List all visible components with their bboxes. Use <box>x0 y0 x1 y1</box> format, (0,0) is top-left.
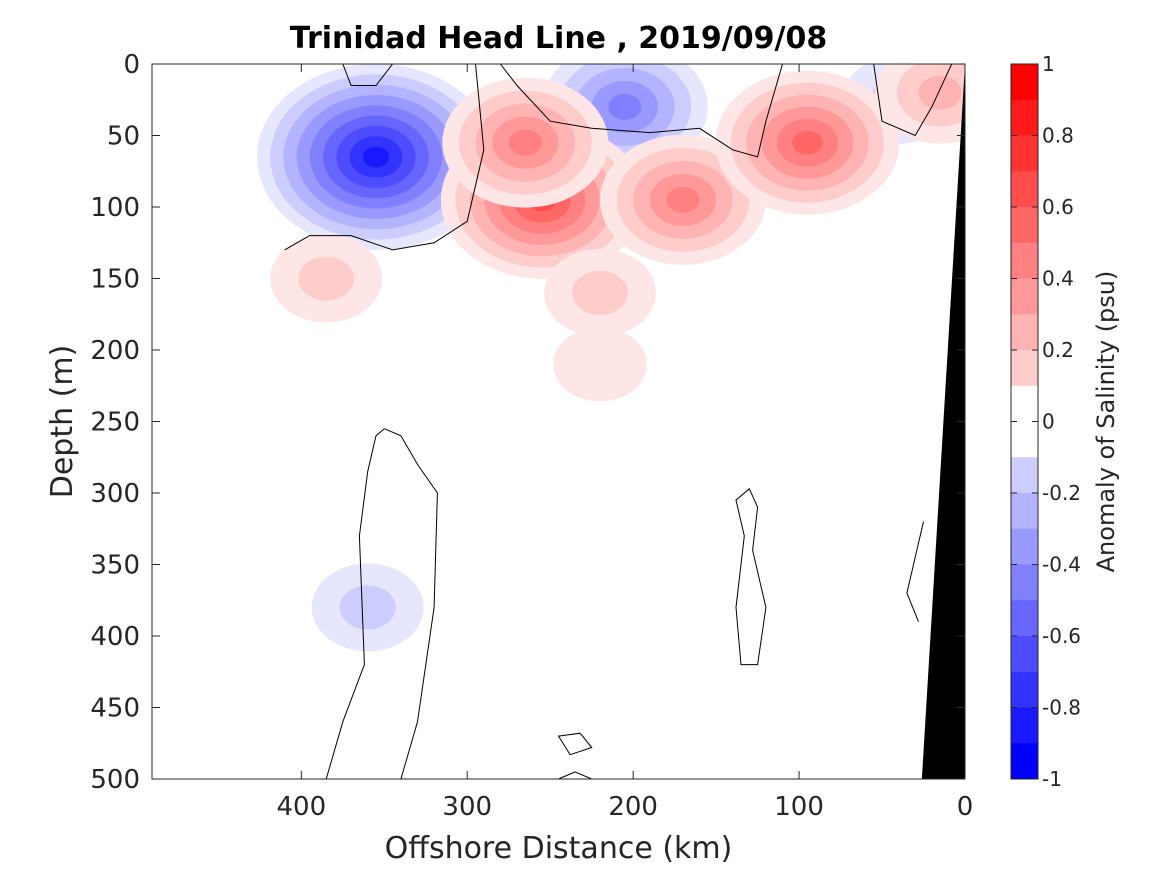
colorbar-band <box>1011 671 1038 708</box>
colorbar-band <box>1011 350 1038 387</box>
colorbar-band <box>1011 278 1038 315</box>
contour-band <box>298 256 355 301</box>
y-tick-label: 150 <box>90 265 140 295</box>
y-tick-label: 450 <box>90 694 140 724</box>
anomaly-feature <box>543 248 656 337</box>
x-tick-label: 400 <box>277 792 327 822</box>
colorbar-tick-label: 0.6 <box>1042 195 1074 219</box>
colorbar-tick-label: -0.2 <box>1042 481 1081 505</box>
colorbar-band <box>1011 421 1038 458</box>
zero-contour-layer <box>284 64 953 779</box>
colorbar-band <box>1011 314 1038 351</box>
colorbar: 1 0.8 0.6 0.4 0.2 0 -0.2 -0.4 -0.6 -0.8 -1 <box>1010 52 1081 791</box>
y-tick-label: 100 <box>90 193 140 223</box>
x-tick-label: 100 <box>774 792 824 822</box>
contour-band <box>918 75 962 110</box>
y-tick-label: 500 <box>90 765 140 795</box>
y-tick-label: 250 <box>90 408 140 438</box>
colorbar-tick-label: 0 <box>1042 410 1055 434</box>
colorbar-tick-label: 0.8 <box>1042 124 1074 148</box>
contour-band <box>608 93 642 120</box>
colorbar-tick-label: -1 <box>1042 767 1062 791</box>
y-tick-label: 200 <box>90 336 140 366</box>
colorbar-tick-label: 0.2 <box>1042 338 1074 362</box>
colorbar-band <box>1011 743 1038 780</box>
anomaly-feature <box>270 234 383 323</box>
anomaly-feature <box>552 327 647 402</box>
anomaly-feature <box>875 64 965 144</box>
zero-contour-line <box>325 428 385 779</box>
colorbar-band <box>1011 528 1038 565</box>
colorbar-band <box>1011 171 1038 208</box>
colorbar-band <box>1011 242 1038 279</box>
x-tick-label: 0 <box>957 792 974 822</box>
y-axis: 0 50 100 150 200 250 300 350 400 450 500 <box>90 50 965 795</box>
zero-contour-line <box>735 487 767 666</box>
continental-shelf-mask <box>921 64 965 779</box>
y-tick-label: 0 <box>123 50 140 80</box>
colorbar-band <box>1011 636 1038 673</box>
colorbar-band <box>1011 564 1038 601</box>
contour-band <box>508 129 542 156</box>
y-tick-label: 300 <box>90 479 140 509</box>
colorbar-band <box>1011 457 1038 494</box>
zero-contour-line <box>906 521 924 622</box>
y-tick-label: 50 <box>107 122 140 152</box>
anomaly-field-layer <box>257 64 965 652</box>
y-axis-label: Depth (m) <box>45 345 80 499</box>
x-axis-label: Offshore Distance (km) <box>385 831 733 866</box>
anomaly-feature <box>311 563 424 652</box>
chart-title: Trinidad Head Line , 2019/09/08 <box>290 21 827 56</box>
colorbar-band <box>1011 64 1038 101</box>
colorbar-band <box>1011 600 1038 637</box>
y-tick-label: 400 <box>90 622 140 652</box>
y-tick-label: 350 <box>90 551 140 581</box>
colorbar-label: Anomaly of Salinity (psu) <box>1092 271 1120 573</box>
anomaly-feature <box>715 70 900 215</box>
contour-band <box>552 327 647 402</box>
contour-band <box>339 585 396 630</box>
colorbar-band <box>1011 135 1038 172</box>
colorbar-tick-label: 1 <box>1042 52 1055 76</box>
x-tick-label: 200 <box>608 792 658 822</box>
contour-band <box>571 270 628 315</box>
x-axis: 400 300 200 100 0 <box>277 64 974 822</box>
colorbar-band <box>1011 493 1038 530</box>
contour-band <box>792 130 823 155</box>
zero-contour-line <box>284 64 485 251</box>
colorbar-band <box>1011 707 1038 744</box>
zero-contour-line <box>342 64 393 86</box>
colorbar-tick-label: -0.8 <box>1042 696 1081 720</box>
zero-contour-line <box>384 428 438 779</box>
zero-contour-line <box>873 64 953 137</box>
colorbar-band <box>1011 385 1038 422</box>
zero-contour-line <box>500 64 783 158</box>
anomaly-feature <box>257 64 495 250</box>
zero-contour-line <box>558 771 592 779</box>
zero-contour-line <box>557 732 593 756</box>
colorbar-tick-label: -0.4 <box>1042 553 1081 577</box>
x-tick-label: 300 <box>442 792 492 822</box>
contour-band <box>362 146 390 168</box>
anomaly-feature <box>442 77 609 208</box>
colorbar-band <box>1011 99 1038 136</box>
contour-band <box>666 186 700 213</box>
colorbar-band <box>1011 207 1038 244</box>
colorbar-tick-label: 0.4 <box>1042 267 1074 291</box>
colorbar-tick-label: -0.6 <box>1042 624 1081 648</box>
